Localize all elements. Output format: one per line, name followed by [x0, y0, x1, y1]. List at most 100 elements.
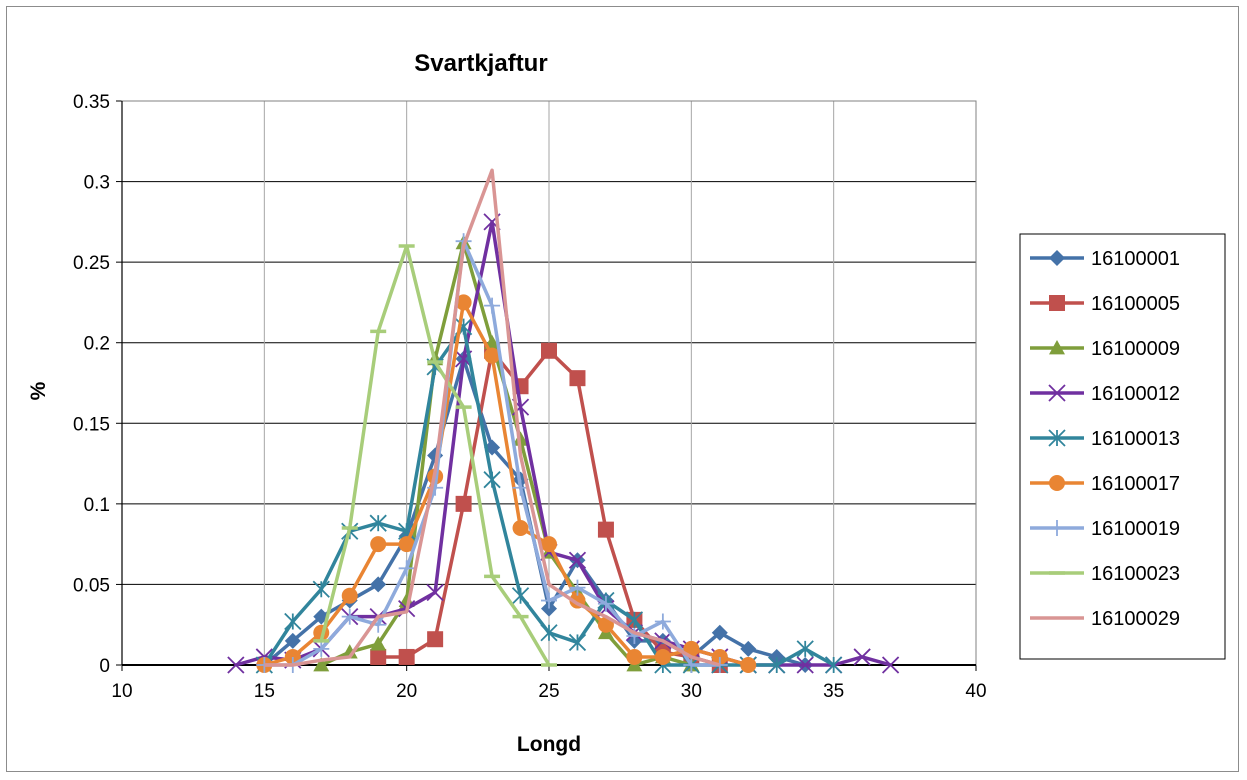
data-point — [768, 656, 786, 674]
legend-item: 16100019 — [1030, 518, 1180, 540]
data-point — [853, 648, 871, 666]
legend-label: 16100012 — [1091, 383, 1180, 405]
data-point — [341, 644, 358, 659]
data-point — [796, 640, 814, 658]
data-point — [740, 657, 757, 673]
legend-marker — [1049, 295, 1065, 311]
legend: 16100001 16100005 16100009 16100012 16100013… — [1019, 233, 1226, 660]
legend-label: 16100013 — [1091, 428, 1180, 450]
data-point — [740, 640, 757, 657]
data-point — [597, 521, 614, 538]
legend-items: 16100001 16100005 16100009 16100012 16100013… — [1030, 248, 1180, 630]
x-tick-label: 15 — [254, 681, 275, 702]
data-point — [568, 633, 587, 652]
y-tick-label: 0.2 — [84, 334, 110, 355]
series-line — [264, 168, 721, 667]
legend-item: 16100005 — [1030, 293, 1180, 315]
legend-label: 16100019 — [1091, 518, 1180, 540]
data-point — [284, 632, 301, 649]
data-point — [597, 595, 614, 612]
legend-label: 16100017 — [1091, 473, 1180, 495]
y-tick-label: 0.05 — [73, 575, 110, 596]
data-point — [455, 294, 472, 311]
data-point — [541, 600, 557, 617]
legend-item: 16100001 — [1030, 248, 1180, 270]
data-point — [654, 613, 671, 630]
data-point — [455, 495, 472, 512]
legend-marker — [1049, 520, 1065, 536]
legend-item: 16100012 — [1030, 383, 1180, 405]
series-16100023 — [313, 244, 557, 667]
data-point — [427, 631, 444, 648]
legend-item: 16100029 — [1030, 608, 1180, 630]
data-point — [568, 551, 587, 569]
y-tick-label: 0.25 — [73, 253, 110, 274]
data-point — [654, 648, 671, 665]
series-line — [235, 220, 892, 667]
line-chart: Svartkjaftur 0 0.05 0.1 0.15 0.2 0.25 0.3 0.35 1… — [27, 50, 1226, 756]
y-tick-label: 0.15 — [73, 414, 110, 435]
data-point — [369, 514, 387, 532]
legend-marker — [1049, 340, 1065, 355]
legend-label: 16100005 — [1091, 293, 1180, 315]
data-point — [683, 657, 700, 673]
legend-marker — [1049, 475, 1065, 491]
data-point — [541, 592, 557, 609]
legend-marker — [1048, 429, 1066, 447]
y-axis-label: % — [27, 381, 50, 400]
data-point — [313, 657, 330, 672]
x-tick-label: 25 — [538, 681, 559, 702]
data-point — [626, 648, 643, 665]
series-16100029 — [264, 168, 721, 667]
x-tick-label: 40 — [965, 681, 986, 702]
series-16100017 — [256, 294, 757, 673]
data-point — [796, 656, 814, 674]
x-tick-label: 20 — [396, 681, 417, 702]
legend-marker — [1049, 250, 1065, 266]
data-point — [512, 520, 529, 537]
legend-label: 16100029 — [1091, 608, 1180, 630]
data-point — [484, 297, 501, 314]
y-tick-label: 0.3 — [84, 173, 110, 194]
data-point — [426, 583, 444, 602]
data-point — [227, 656, 245, 674]
data-point — [541, 536, 557, 553]
data-point — [711, 624, 728, 641]
chart-frame: Svartkjaftur 0 0.05 0.1 0.15 0.2 0.25 0.3 0.35 1… — [6, 6, 1239, 772]
data-point — [427, 479, 444, 496]
data-point — [711, 648, 728, 665]
legend-label: 16100001 — [1091, 248, 1180, 270]
legend-item: 16100013 — [1030, 428, 1180, 450]
data-point — [511, 587, 530, 605]
axes: 0 0.05 0.1 0.15 0.2 0.25 0.3 0.35 10 15 20 25 30 35 40 — [73, 92, 987, 702]
data-point — [569, 579, 586, 596]
data-point — [540, 624, 558, 642]
series-line — [263, 300, 749, 667]
x-tick-label: 30 — [681, 681, 702, 702]
y-tick-label: 0.1 — [84, 495, 110, 516]
legend-marker — [1048, 384, 1066, 402]
series-layer — [227, 168, 900, 674]
data-point — [284, 612, 302, 631]
data-point — [341, 608, 358, 625]
data-point — [569, 370, 586, 387]
data-point — [398, 536, 415, 553]
data-point — [625, 611, 644, 629]
x-tick-label: 35 — [823, 681, 844, 702]
data-point — [398, 560, 415, 577]
data-point — [484, 347, 501, 364]
data-point — [370, 648, 387, 665]
data-point — [398, 648, 415, 665]
x-tick-label: 10 — [111, 681, 132, 702]
data-point — [541, 342, 557, 359]
data-point — [881, 656, 900, 674]
data-point — [313, 640, 330, 657]
legend-item: 16100009 — [1030, 338, 1180, 360]
data-point — [370, 636, 387, 651]
series-16100012 — [227, 213, 900, 674]
legend-label: 16100009 — [1091, 338, 1180, 360]
data-point — [370, 576, 387, 593]
legend-item: 16100023 — [1030, 563, 1180, 585]
x-axis-label: Longd — [517, 733, 581, 756]
data-point — [312, 580, 330, 598]
